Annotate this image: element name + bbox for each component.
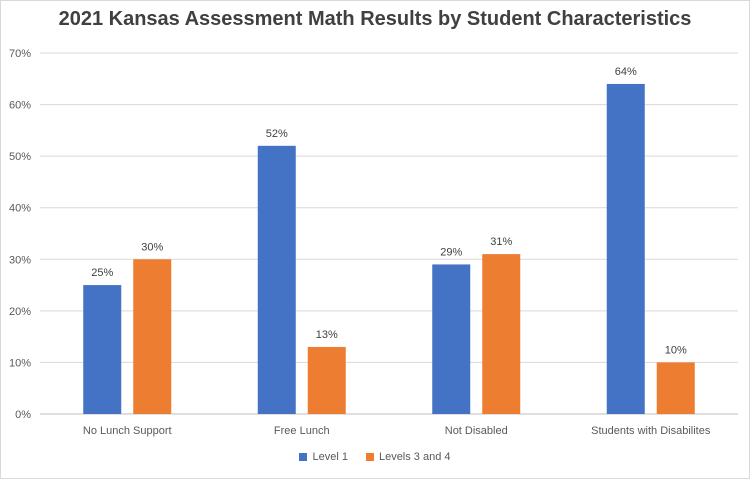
legend-swatch-levels-3-and-4 (365, 453, 374, 461)
y-tick-label-10: 10% (9, 357, 31, 369)
data-label-free-lunch-levels-3-and-4: 13% (316, 329, 338, 341)
x-tick-label-students-with-disabilites: Students with Disabilites (591, 425, 711, 437)
y-tick-label-50: 50% (9, 151, 31, 163)
bar-not-disabled-level-1 (432, 264, 471, 414)
data-label-students-with-disabilites-level-1: 64% (615, 66, 637, 78)
chart-title: 2021 Kansas Assessment Math Results by S… (58, 8, 692, 30)
bar-no-lunch-support-level-1 (83, 285, 122, 414)
bar-free-lunch-levels-3-and-4 (307, 346, 346, 414)
legend-swatch-level-1 (299, 453, 308, 461)
x-tick-label-not-disabled: Not Disabled (445, 425, 508, 437)
bar-students-with-disabilites-level-1 (606, 83, 645, 414)
legend-label-levels-3-and-4: Levels 3 and 4 (378, 451, 451, 463)
bar-students-with-disabilites-levels-3-and-4 (656, 362, 695, 414)
legend-item-level-1: Level 1 (299, 451, 348, 463)
data-label-students-with-disabilites-levels-3-and-4: 10% (665, 344, 687, 356)
x-tick-label-free-lunch: Free Lunch (274, 425, 330, 437)
y-tick-label-30: 30% (9, 254, 31, 266)
y-tick-label-60: 60% (9, 100, 31, 112)
bar-no-lunch-support-levels-3-and-4 (133, 259, 172, 414)
x-tick-label-no-lunch-support: No Lunch Support (83, 425, 172, 437)
data-label-free-lunch-level-1: 52% (266, 128, 288, 140)
legend-item-levels-3-and-4: Levels 3 and 4 (365, 451, 451, 463)
y-tick-label-0: 0% (15, 409, 31, 421)
bar-not-disabled-levels-3-and-4 (482, 254, 521, 414)
data-label-not-disabled-level-1: 29% (440, 246, 462, 258)
y-tick-label-70: 70% (9, 48, 31, 60)
legend-label-level-1: Level 1 (312, 451, 348, 463)
y-tick-label-40: 40% (9, 203, 31, 215)
chart-legend: Level 1 Levels 3 and 4 (0, 451, 750, 463)
data-label-not-disabled-levels-3-and-4: 31% (490, 236, 512, 248)
data-label-no-lunch-support-levels-3-and-4: 30% (141, 241, 163, 253)
bar-free-lunch-level-1 (257, 145, 296, 415)
y-tick-label-20: 20% (9, 306, 31, 318)
data-label-no-lunch-support-level-1: 25% (91, 267, 113, 279)
